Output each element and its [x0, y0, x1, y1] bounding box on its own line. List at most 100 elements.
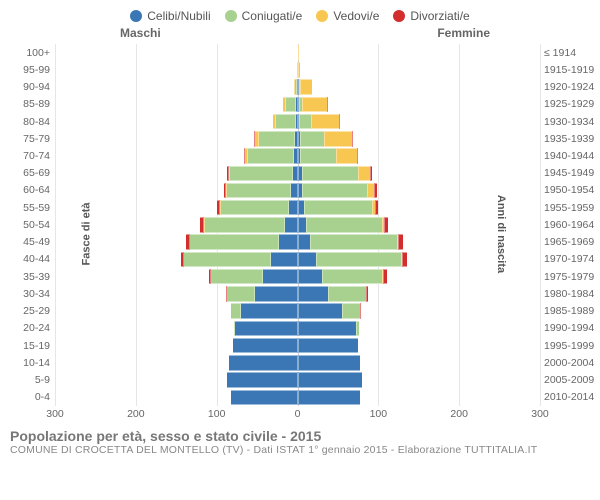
bar-segment: [259, 131, 295, 147]
pyramid-row: 0-42010-2014: [55, 389, 540, 406]
x-axis: 3002001000100200300: [55, 406, 540, 424]
bar-segment: [370, 166, 372, 182]
pyramid-plot: Fasce di età Anni di nascita 100+≤ 19149…: [55, 44, 540, 424]
bar-segment: [241, 303, 298, 319]
bar-segment: [298, 62, 301, 78]
bar-segment: [248, 148, 294, 164]
pyramid-row: 85-891925-1929: [55, 96, 540, 113]
legend-label: Vedovi/e: [333, 9, 379, 23]
bar-segment: [263, 269, 297, 285]
bar-segment: [298, 303, 342, 319]
bar-segment: [190, 234, 279, 250]
males-title: Maschi: [120, 26, 161, 44]
bar-segment: [300, 131, 324, 147]
birth-year-label: 1970-1974: [544, 253, 600, 265]
pyramid-row: 20-241990-1994: [55, 320, 540, 337]
age-label: 50-54: [0, 219, 50, 231]
age-label: 40-44: [0, 253, 50, 265]
birth-year-label: 1945-1949: [544, 167, 600, 179]
bar-segment: [298, 390, 361, 406]
bar-segment: [276, 114, 296, 130]
legend-label: Celibi/Nubili: [147, 9, 210, 23]
pyramid-rows: 100+≤ 191495-991915-191990-941920-192485…: [55, 44, 540, 406]
age-label: 60-64: [0, 184, 50, 196]
bar-segment: [299, 114, 311, 130]
bar-segment: [233, 338, 298, 354]
age-label: 55-59: [0, 202, 50, 214]
bar-segment: [336, 148, 356, 164]
bar-segment: [231, 303, 241, 319]
age-label: 10-14: [0, 357, 50, 369]
bar-segment: [375, 200, 378, 216]
x-tick: 300: [531, 408, 549, 420]
legend: Celibi/Nubili Coniugati/e Vedovi/e Divorzia…: [0, 0, 600, 26]
bar-segment: [184, 252, 271, 268]
bar-segment: [358, 166, 370, 182]
birth-year-label: 2000-2004: [544, 357, 600, 369]
x-tick: 200: [127, 408, 145, 420]
bar-segment: [298, 355, 361, 371]
x-tick: 100: [370, 408, 388, 420]
pyramid-row: 35-391975-1979: [55, 268, 540, 285]
legend-swatch: [225, 10, 237, 22]
bar-segment: [302, 97, 326, 113]
bar-segment: [300, 79, 312, 95]
pyramid-row: 90-941920-1924: [55, 78, 540, 95]
birth-year-label: 1985-1989: [544, 305, 600, 317]
bar-segment: [205, 217, 286, 233]
bar-segment: [235, 321, 298, 337]
birth-year-label: 1965-1969: [544, 236, 600, 248]
pyramid-row: 100+≤ 1914: [55, 44, 540, 61]
birth-year-label: 1940-1944: [544, 150, 600, 162]
bar-segment: [298, 372, 363, 388]
bar-segment: [357, 148, 358, 164]
bar-segment: [316, 252, 401, 268]
birth-year-label: 2010-2014: [544, 391, 600, 403]
bar-segment: [230, 166, 293, 182]
birth-year-label: 1920-1924: [544, 81, 600, 93]
age-label: 15-19: [0, 340, 50, 352]
bar-segment: [328, 286, 366, 302]
bar-segment: [211, 269, 264, 285]
age-label: 20-24: [0, 322, 50, 334]
pyramid-row: 25-291985-1989: [55, 303, 540, 320]
birth-year-label: 1980-1984: [544, 288, 600, 300]
bar-segment: [367, 183, 374, 199]
x-tick: 300: [46, 408, 64, 420]
x-tick: 0: [295, 408, 301, 420]
legend-label: Divorziati/e: [410, 9, 469, 23]
pyramid-row: 45-491965-1969: [55, 234, 540, 251]
bar-segment: [298, 338, 359, 354]
caption: Popolazione per età, sesso e stato civil…: [0, 424, 600, 456]
bar-segment: [298, 321, 357, 337]
age-label: 35-39: [0, 271, 50, 283]
bar-segment: [374, 183, 376, 199]
bar-segment: [298, 217, 306, 233]
bar-segment: [298, 234, 310, 250]
birth-year-label: 1990-1994: [544, 322, 600, 334]
birth-year-label: 2005-2009: [544, 374, 600, 386]
age-label: 75-79: [0, 133, 50, 145]
bar-segment: [298, 252, 316, 268]
bar-segment: [286, 97, 296, 113]
age-label: 30-34: [0, 288, 50, 300]
gridline: [540, 44, 541, 406]
bar-segment: [342, 303, 360, 319]
pyramid-row: 60-641950-1954: [55, 182, 540, 199]
bar-segment: [300, 148, 336, 164]
birth-year-label: 1915-1919: [544, 64, 600, 76]
birth-year-label: 1935-1939: [544, 133, 600, 145]
birth-year-label: ≤ 1914: [544, 47, 600, 59]
pyramid-row: 65-691945-1949: [55, 165, 540, 182]
x-tick: 100: [208, 408, 226, 420]
bar-segment: [398, 234, 403, 250]
age-label: 80-84: [0, 116, 50, 128]
legend-swatch: [130, 10, 142, 22]
legend-item: Coniugati/e: [225, 6, 303, 26]
caption-title: Popolazione per età, sesso e stato civil…: [10, 428, 590, 444]
pyramid-row: 75-791935-1939: [55, 130, 540, 147]
x-tick: 200: [450, 408, 468, 420]
bar-segment: [289, 200, 297, 216]
age-label: 25-29: [0, 305, 50, 317]
legend-label: Coniugati/e: [242, 9, 303, 23]
